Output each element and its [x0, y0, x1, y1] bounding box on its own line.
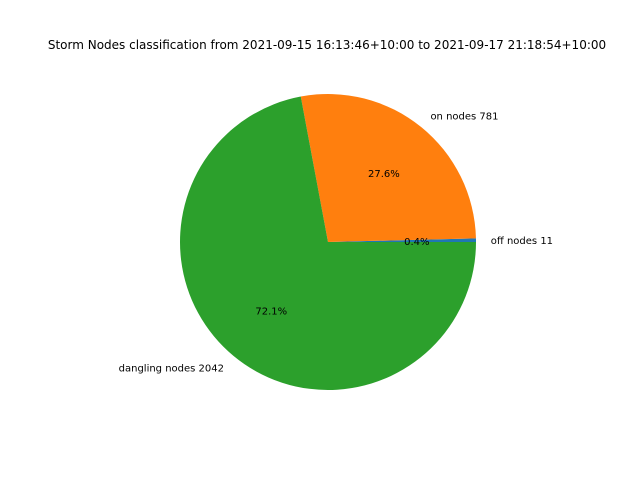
pie-slices	[180, 93, 476, 390]
chart-title: Storm Nodes classification from 2021-09-…	[48, 38, 606, 52]
slice-label: off nodes 11	[491, 236, 553, 247]
pie-slice	[328, 238, 476, 242]
slice-percent-label: 27.6%	[368, 169, 400, 180]
slice-percent-label: 0.4%	[404, 237, 429, 248]
slice-percent-label: 72.1%	[255, 306, 287, 317]
slice-label: on nodes 781	[430, 111, 498, 122]
slice-label: dangling nodes 2042	[119, 363, 224, 374]
pie-slice	[180, 96, 476, 390]
pie-labels: off nodes 11 0.4% on nodes 781 27.6% danglin…	[119, 111, 553, 374]
pie-slice	[300, 93, 476, 242]
